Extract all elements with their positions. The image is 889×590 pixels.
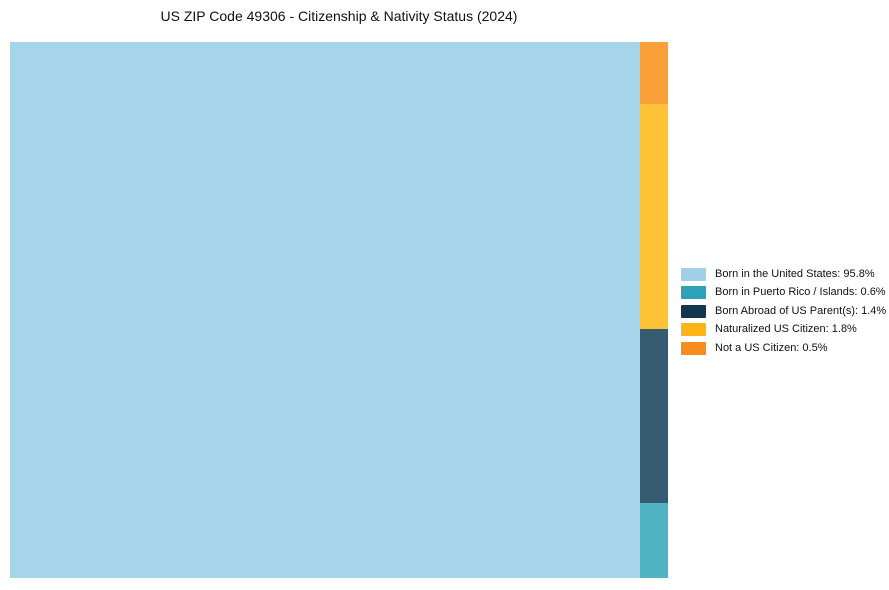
legend-item-label: Naturalized US Citizen: 1.8% bbox=[715, 323, 857, 336]
treemap-tile-born-abroad-us-parents[interactable] bbox=[639, 328, 668, 504]
treemap-tile-naturalized-us-citizen[interactable] bbox=[639, 104, 668, 329]
legend-item-born-in-puerto-rico[interactable]: Born in Puerto Rico / Islands: 0.6% bbox=[681, 284, 886, 303]
legend-item-label: Born Abroad of US Parent(s): 1.4% bbox=[715, 304, 887, 317]
legend-item-label: Not a US Citizen: 0.5% bbox=[715, 341, 828, 354]
legend-swatch bbox=[681, 267, 706, 281]
chart-title: US ZIP Code 49306 - Citizenship & Nativi… bbox=[160, 8, 518, 24]
legend-item-label: Born in Puerto Rico / Islands: 0.6% bbox=[715, 286, 886, 299]
treemap bbox=[10, 42, 668, 579]
legend-item-born-in-us[interactable]: Born in the United States: 95.8% bbox=[681, 265, 886, 284]
legend: Born in the United States: 95.8% Born in… bbox=[681, 265, 886, 358]
legend-swatch bbox=[681, 323, 706, 337]
legend-item-label: Born in the United States: 95.8% bbox=[715, 267, 875, 280]
legend-item-naturalized-us-citizen[interactable]: Naturalized US Citizen: 1.8% bbox=[681, 321, 886, 340]
legend-item-not-a-us-citizen[interactable]: Not a US Citizen: 0.5% bbox=[681, 339, 886, 358]
treemap-tile-not-a-us-citizen[interactable] bbox=[639, 42, 668, 105]
legend-item-born-abroad-us-parents[interactable]: Born Abroad of US Parent(s): 1.4% bbox=[681, 302, 886, 321]
treemap-tile-born-in-us[interactable] bbox=[10, 42, 640, 578]
legend-swatch bbox=[681, 304, 706, 318]
treemap-tile-born-in-puerto-rico[interactable] bbox=[639, 503, 668, 579]
legend-swatch bbox=[681, 286, 706, 300]
legend-swatch bbox=[681, 341, 706, 355]
treemap-minor-column bbox=[639, 42, 668, 579]
